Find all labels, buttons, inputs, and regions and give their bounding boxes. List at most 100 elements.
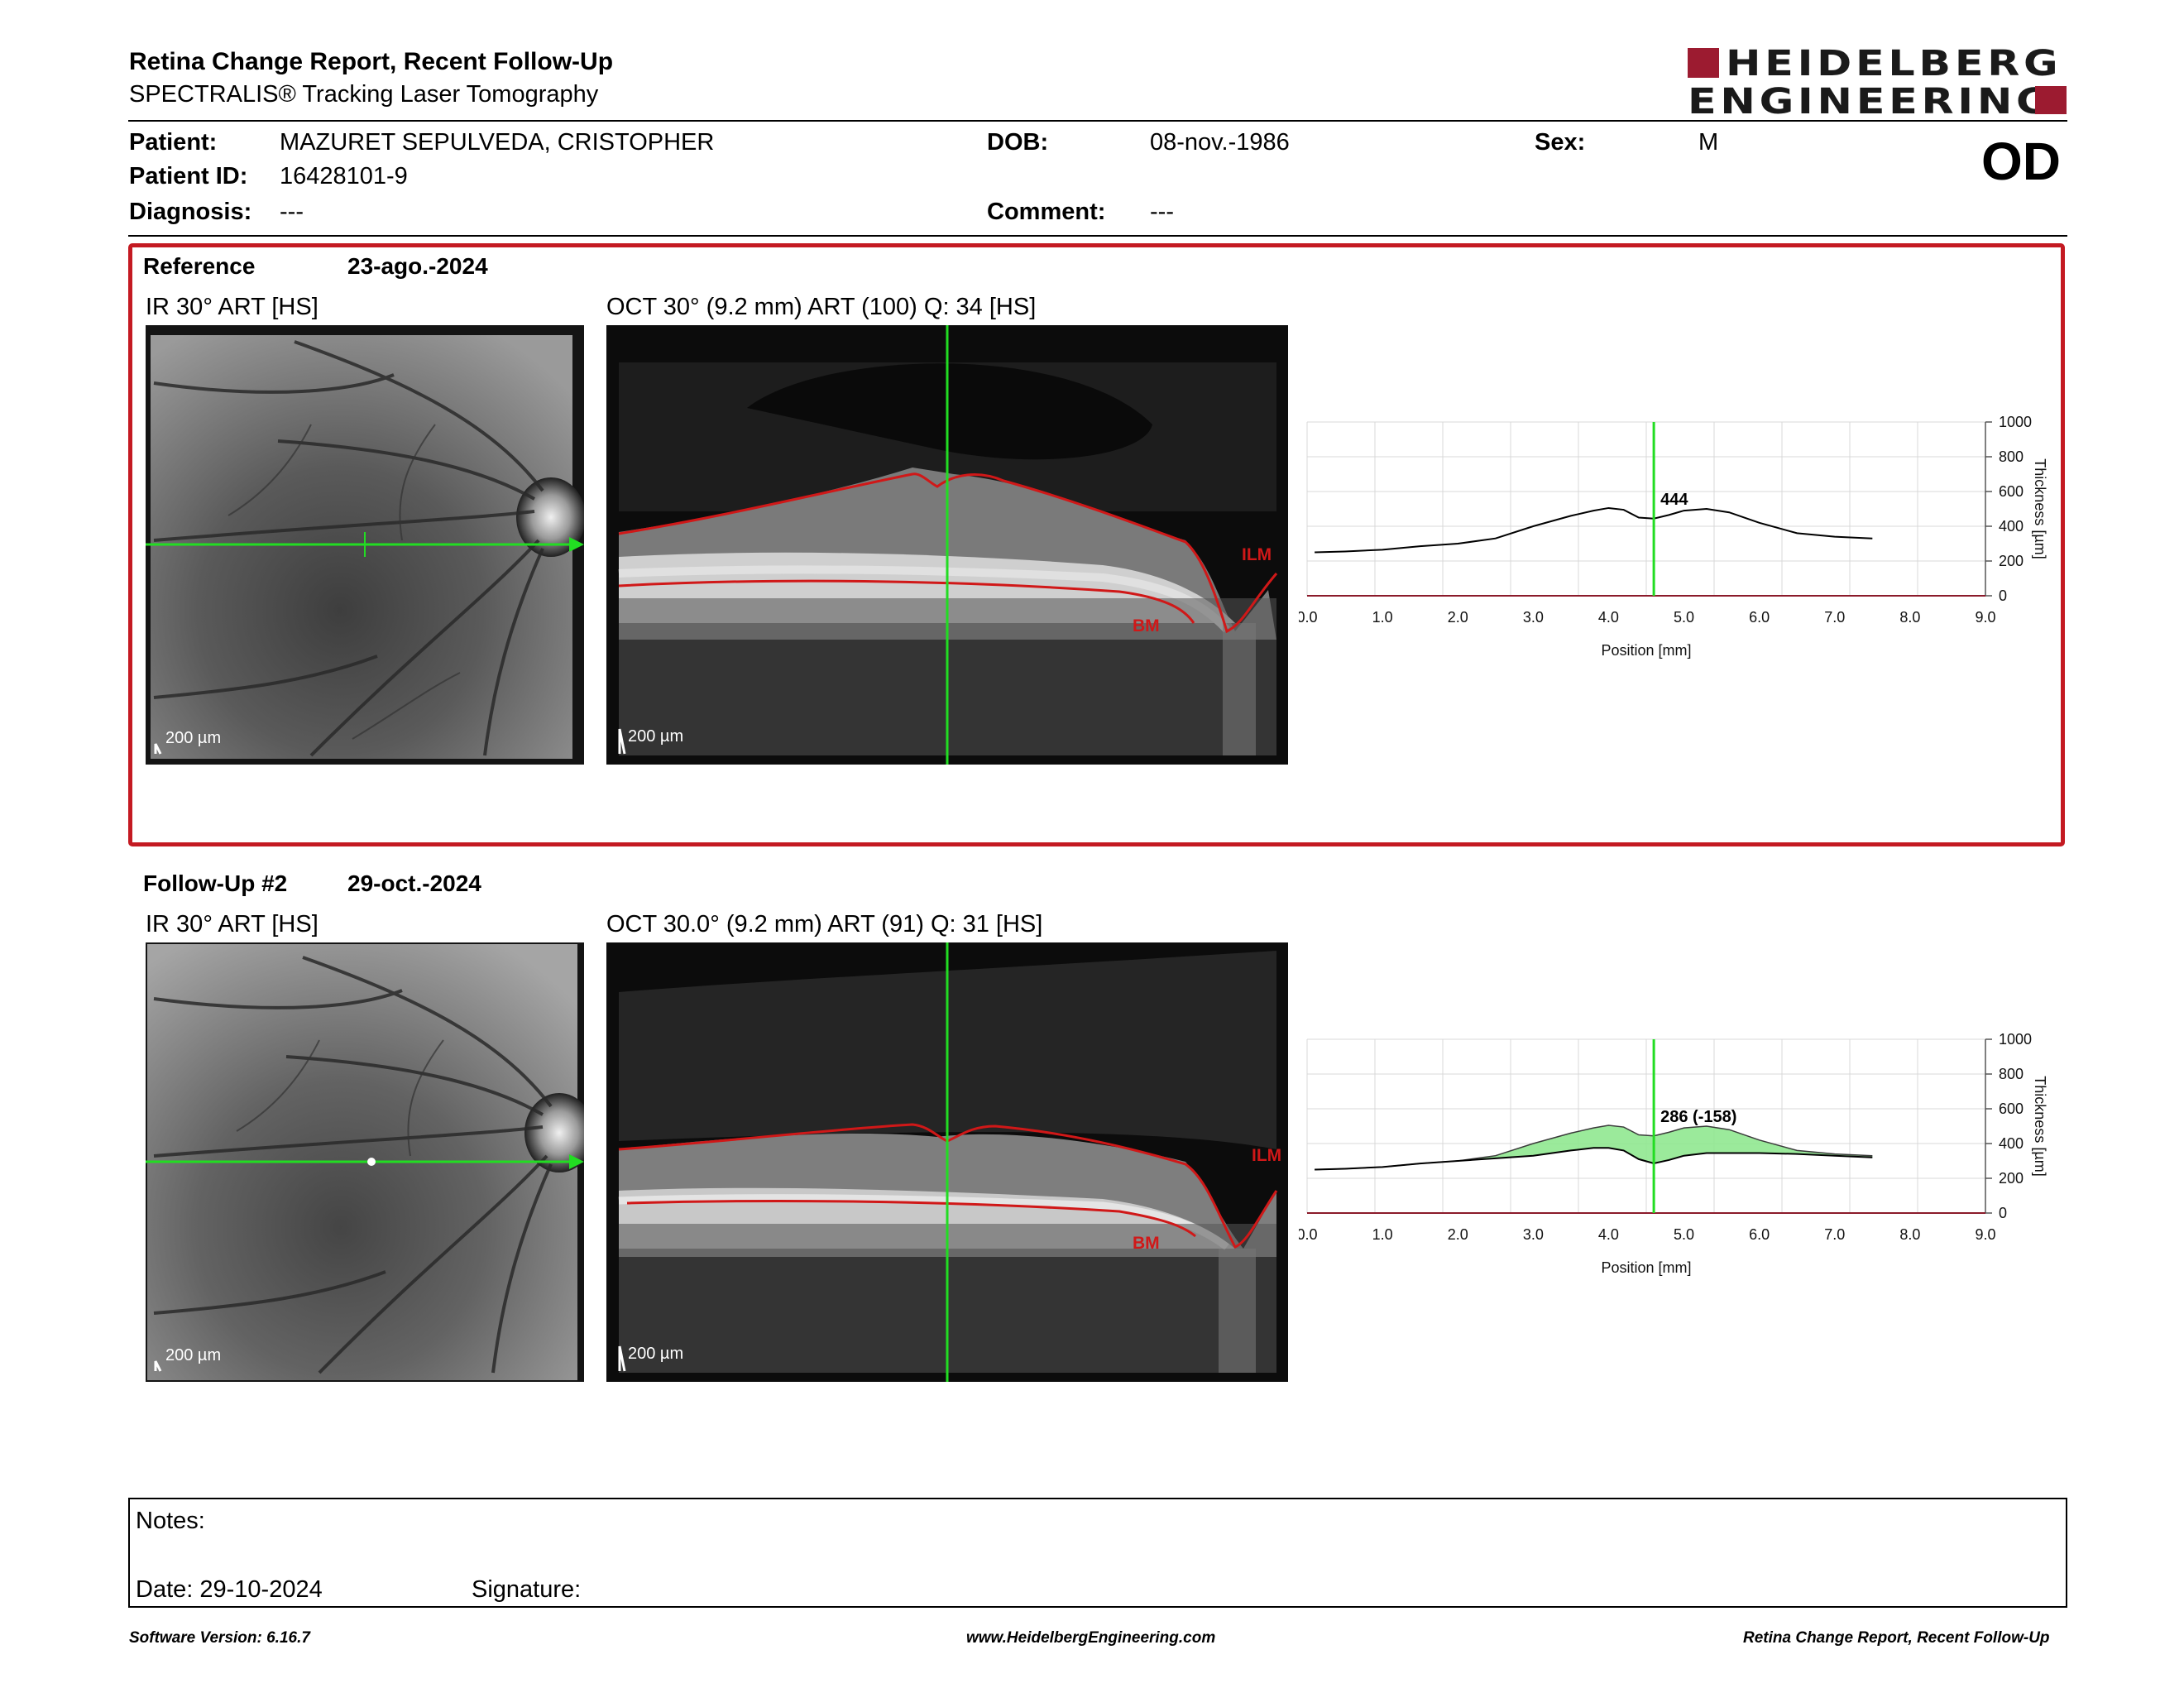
reference-ir-svg [146,325,584,765]
x-tick-label: 2.0 [1448,609,1468,626]
logo-line1: HEIDELBERG [1726,43,2062,84]
diagnosis-label: Diagnosis: [129,199,252,225]
x-tick-label: 9.0 [1975,1226,1995,1243]
followup-oct-svg [606,942,1288,1382]
x-tick-label: 5.0 [1674,609,1694,626]
patient-divider [128,235,2067,237]
patient-label: Patient: [129,129,218,156]
thickness-line [1315,506,1873,554]
followup-label: Follow-Up #2 [143,870,288,896]
x-tick-label: 7.0 [1824,609,1845,626]
reference-oct-image: ILM BM 200 µm [606,325,1288,765]
y-tick-label: 400 [1999,1135,2024,1152]
footer-website: www.HeidelbergEngineering.com [966,1629,1216,1647]
report-subtitle: SPECTRALIS® Tracking Laser Tomography [129,81,599,108]
y-tick-label: 600 [1999,483,2024,500]
comment-label: Comment: [987,199,1106,225]
x-tick-label: 9.0 [1975,609,1995,626]
followup-oct-image: ILM BM 200 µm [606,942,1288,1382]
diagnosis-value: --- [280,199,304,225]
x-axis-title: Position [mm] [1601,642,1691,659]
x-tick-label: 1.0 [1372,1226,1393,1243]
y-tick-label: 400 [1999,518,2024,535]
x-tick-label: 4.0 [1598,609,1619,626]
x-tick-label: 6.0 [1749,609,1770,626]
notes-box [128,1498,2067,1608]
x-tick-label: 0.0 [1299,609,1318,626]
followup-ir-image: 200 µm [146,942,584,1382]
dob-label: DOB: [987,129,1049,156]
notes-label: Notes: [136,1508,205,1534]
y-tick-label: 800 [1999,448,2024,465]
scan-arrow-icon [569,537,584,552]
reference-label: Reference [143,253,256,279]
reference-oct-title: OCT 30° (9.2 mm) ART (100) Q: 34 [HS] [606,294,1037,320]
followup-oct-title: OCT 30.0° (9.2 mm) ART (91) Q: 31 [HS] [606,911,1043,938]
y-tick-label: 200 [1999,1170,2024,1187]
x-tick-label: 8.0 [1899,1226,1920,1243]
y-tick-label: 600 [1999,1101,2024,1117]
followup-ir-title: IR 30° ART [HS] [146,911,318,938]
notes-date: Date: 29-10-2024 [136,1576,323,1603]
y-tick-label: 0 [1999,1205,2007,1221]
sex-value: M [1698,129,1719,156]
scale-bar-icon [618,1345,626,1372]
reference-ir-image: 200 µm [146,325,584,765]
y-tick-label: 0 [1999,587,2007,604]
followup-ir-scale: 200 µm [165,1346,222,1364]
comment-value: --- [1150,199,1174,225]
reference-thickness-chart: 0 200 400 600 800 1000 0.0 1.0 2.0 3.0 4.0 5.0 6.0 7.… [1299,414,2048,659]
footer-report-name: Retina Change Report, Recent Follow-Up [1743,1629,2050,1647]
y-axis-title: Thickness [µm] [2032,458,2048,559]
bm-line [618,579,1195,624]
y-tick-label: 200 [1999,553,2024,569]
followup-ir-svg [146,942,584,1382]
x-tick-label: 7.0 [1824,1226,1845,1243]
followup-oct-scale: 200 µm [628,1345,684,1363]
followup-thickness-line [1315,1147,1873,1171]
thickness-cursor-value: 444 [1660,491,1688,509]
reference-oct-scale: 200 µm [628,727,684,746]
x-tick-label: 2.0 [1448,1226,1468,1243]
y-tick-label: 1000 [1999,414,2032,430]
ilm-line [618,472,1278,634]
chart-grid [1306,1038,1986,1214]
scan-arrow-icon [569,1154,584,1169]
patient-name: MAZURET SEPULVEDA, CRISTOPHER [280,129,715,156]
fovea-marker-icon [367,1158,376,1166]
reference-oct-svg [606,325,1288,765]
logo-square-top [1688,48,1719,78]
header-divider [128,120,2067,122]
x-tick-label: 4.0 [1598,1226,1619,1243]
reference-date: 23-ago.-2024 [347,253,488,279]
report-title: Retina Change Report, Recent Follow-Up [129,48,614,75]
y-axis-title: Thickness [µm] [2032,1076,2048,1176]
x-tick-label: 1.0 [1372,609,1393,626]
x-tick-label: 8.0 [1899,609,1920,626]
x-tick-label: 3.0 [1523,609,1544,626]
x-axis-title: Position [mm] [1601,1259,1691,1276]
y-tick-label: 800 [1999,1066,2024,1082]
logo-line2: ENGINEERING [1688,81,2055,122]
scale-bar-icon [154,743,162,755]
followup-date: 29-oct.-2024 [347,870,481,896]
reference-bm-label: BM [1133,616,1160,635]
x-tick-label: 5.0 [1674,1226,1694,1243]
x-tick-label: 6.0 [1749,1226,1770,1243]
x-tick-label: 0.0 [1299,1226,1318,1243]
patient-id-label: Patient ID: [129,163,248,189]
reference-frame [128,243,2065,846]
sex-label: Sex: [1535,129,1586,156]
scale-bar-icon [154,1360,162,1372]
followup-bm-label: BM [1133,1234,1160,1253]
footer-software-version: Software Version: 6.16.7 [129,1629,310,1647]
reference-ilm-label: ILM [1242,545,1272,564]
reference-ir-scale: 200 µm [165,729,222,747]
signature-label: Signature: [472,1576,582,1603]
eye-indicator: OD [1981,132,2061,191]
ilm-line [618,1123,1278,1249]
logo-square-bottom [2035,86,2067,114]
bm-line [626,1199,1196,1238]
y-tick-label: 1000 [1999,1031,2032,1048]
dob-value: 08-nov.-1986 [1150,129,1290,156]
